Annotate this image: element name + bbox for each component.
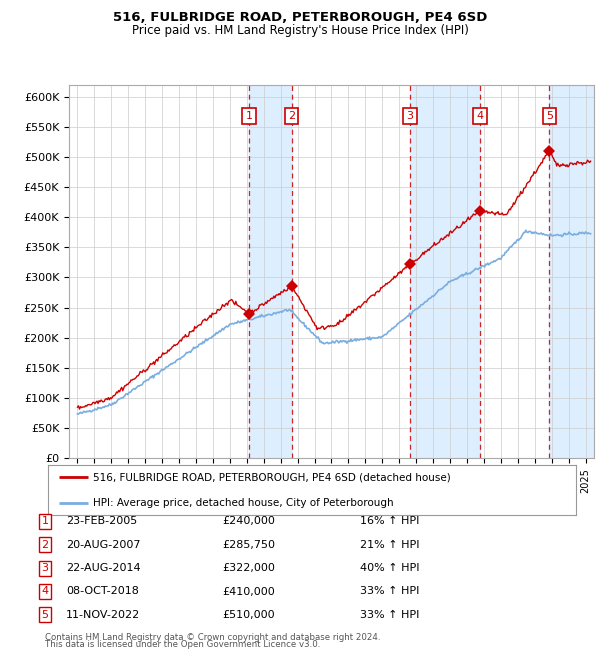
Text: £410,000: £410,000 [222, 586, 275, 597]
Text: 4: 4 [476, 111, 484, 122]
Text: 3: 3 [407, 111, 413, 122]
Text: 5: 5 [546, 111, 553, 122]
Text: 516, FULBRIDGE ROAD, PETERBOROUGH, PE4 6SD: 516, FULBRIDGE ROAD, PETERBOROUGH, PE4 6… [113, 11, 487, 24]
Text: 516, FULBRIDGE ROAD, PETERBOROUGH, PE4 6SD (detached house): 516, FULBRIDGE ROAD, PETERBOROUGH, PE4 6… [93, 473, 451, 482]
Text: This data is licensed under the Open Government Licence v3.0.: This data is licensed under the Open Gov… [45, 640, 320, 649]
Text: 22-AUG-2014: 22-AUG-2014 [66, 563, 140, 573]
Text: 2: 2 [288, 111, 295, 122]
Text: 16% ↑ HPI: 16% ↑ HPI [360, 516, 419, 526]
Text: 5: 5 [41, 610, 49, 620]
Text: HPI: Average price, detached house, City of Peterborough: HPI: Average price, detached house, City… [93, 498, 394, 508]
Text: £322,000: £322,000 [222, 563, 275, 573]
Text: 23-FEB-2005: 23-FEB-2005 [66, 516, 137, 526]
Text: 08-OCT-2018: 08-OCT-2018 [66, 586, 139, 597]
Text: 21% ↑ HPI: 21% ↑ HPI [360, 540, 419, 550]
Text: 33% ↑ HPI: 33% ↑ HPI [360, 586, 419, 597]
Bar [410, 84, 480, 458]
Text: 11-NOV-2022: 11-NOV-2022 [66, 610, 140, 620]
Text: 20-AUG-2007: 20-AUG-2007 [66, 540, 140, 550]
Text: 2: 2 [41, 540, 49, 550]
Text: Price paid vs. HM Land Registry's House Price Index (HPI): Price paid vs. HM Land Registry's House … [131, 24, 469, 37]
Text: 3: 3 [41, 563, 49, 573]
Text: 40% ↑ HPI: 40% ↑ HPI [360, 563, 419, 573]
Text: £510,000: £510,000 [222, 610, 275, 620]
Text: £285,750: £285,750 [222, 540, 275, 550]
Text: 1: 1 [245, 111, 253, 122]
Text: 1: 1 [41, 516, 49, 526]
Text: 33% ↑ HPI: 33% ↑ HPI [360, 610, 419, 620]
Bar [249, 84, 292, 458]
Bar [549, 84, 594, 458]
Text: £240,000: £240,000 [222, 516, 275, 526]
Text: 4: 4 [41, 586, 49, 597]
Text: Contains HM Land Registry data © Crown copyright and database right 2024.: Contains HM Land Registry data © Crown c… [45, 632, 380, 642]
